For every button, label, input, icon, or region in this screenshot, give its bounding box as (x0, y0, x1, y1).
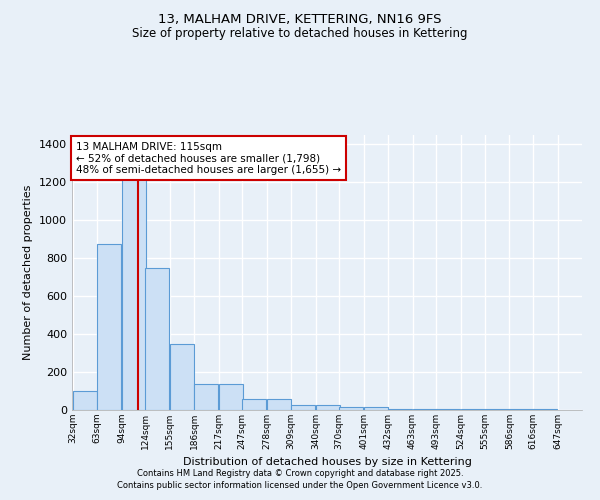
Bar (388, 409, 412, 410)
Text: Size of property relative to detached houses in Kettering: Size of property relative to detached ho… (132, 28, 468, 40)
Bar (364, 407, 388, 410)
Bar (122, 173, 146, 410)
Text: 13 MALHAM DRIVE: 115sqm
← 52% of detached houses are smaller (1,798)
48% of semi: 13 MALHAM DRIVE: 115sqm ← 52% of detache… (76, 142, 341, 175)
Bar (97, 244, 121, 410)
Bar (509, 409, 533, 410)
Bar (145, 268, 169, 410)
Bar (461, 409, 485, 410)
Bar (218, 384, 242, 410)
Bar (194, 384, 218, 410)
Bar (339, 407, 363, 410)
Y-axis label: Number of detached properties: Number of detached properties (23, 185, 34, 360)
Bar (266, 398, 291, 410)
Bar (170, 344, 194, 410)
Bar (436, 409, 460, 410)
Text: Contains HM Land Registry data © Crown copyright and database right 2025.: Contains HM Land Registry data © Crown c… (137, 468, 463, 477)
Bar (413, 409, 437, 410)
Bar (485, 409, 509, 410)
Bar (291, 406, 315, 410)
Bar (73, 391, 97, 410)
Bar (316, 406, 340, 410)
Bar (533, 409, 557, 410)
Text: Contains public sector information licensed under the Open Government Licence v3: Contains public sector information licen… (118, 481, 482, 490)
Bar (242, 398, 266, 410)
Text: 13, MALHAM DRIVE, KETTERING, NN16 9FS: 13, MALHAM DRIVE, KETTERING, NN16 9FS (158, 12, 442, 26)
X-axis label: Distribution of detached houses by size in Kettering: Distribution of detached houses by size … (182, 458, 472, 468)
